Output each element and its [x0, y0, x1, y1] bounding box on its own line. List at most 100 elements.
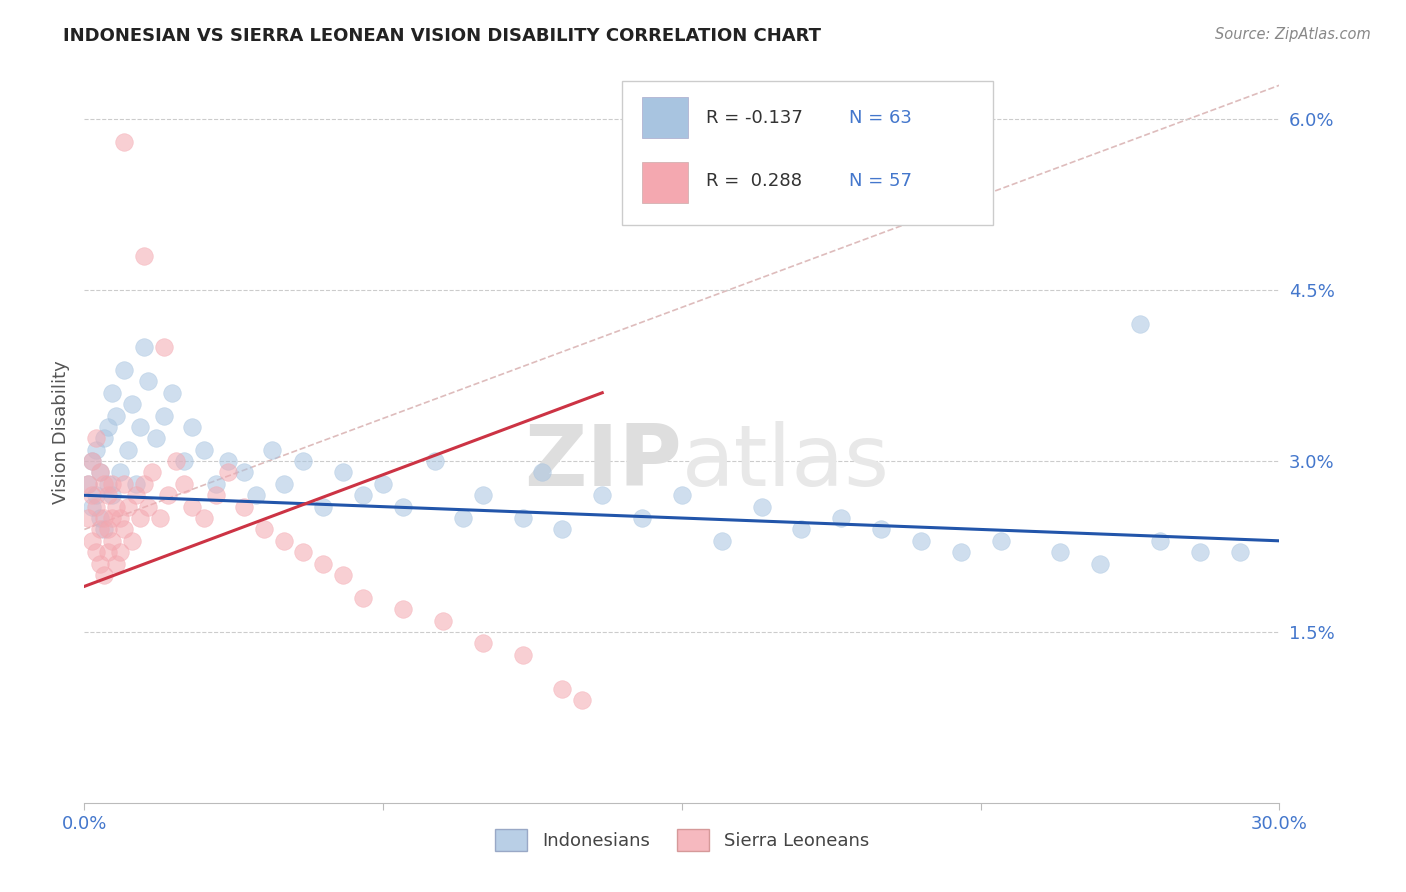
- Point: [121, 397, 143, 411]
- Point: [86, 488, 108, 502]
- Point: [332, 568, 354, 582]
- Point: [1129, 318, 1152, 332]
- Text: R = -0.137: R = -0.137: [706, 109, 803, 127]
- Point: [432, 614, 454, 628]
- Point: [93, 568, 115, 582]
- FancyBboxPatch shape: [643, 97, 688, 138]
- Point: [110, 545, 132, 559]
- Text: INDONESIAN VS SIERRA LEONEAN VISION DISABILITY CORRELATION CHART: INDONESIAN VS SIERRA LEONEAN VISION DISA…: [63, 27, 821, 45]
- FancyBboxPatch shape: [623, 81, 993, 226]
- Point: [790, 523, 813, 537]
- Point: [105, 557, 128, 571]
- Point: [1229, 545, 1251, 559]
- Point: [101, 476, 124, 491]
- Point: [93, 523, 115, 537]
- Point: [129, 511, 152, 525]
- Point: [392, 602, 415, 616]
- Point: [451, 511, 474, 525]
- Point: [112, 476, 135, 491]
- Point: [101, 511, 124, 525]
- Point: [125, 488, 148, 502]
- Point: [631, 511, 654, 525]
- Point: [949, 545, 972, 559]
- Point: [153, 409, 176, 423]
- Point: [82, 533, 104, 548]
- Point: [149, 511, 172, 525]
- Text: atlas: atlas: [682, 421, 890, 504]
- Point: [101, 533, 124, 548]
- Point: [77, 476, 100, 491]
- Y-axis label: Vision Disability: Vision Disability: [52, 360, 70, 505]
- Point: [110, 466, 132, 480]
- Point: [136, 375, 159, 389]
- Point: [93, 511, 115, 525]
- Point: [312, 557, 335, 571]
- FancyBboxPatch shape: [643, 162, 688, 203]
- Point: [132, 340, 156, 354]
- Point: [352, 488, 374, 502]
- Point: [571, 693, 593, 707]
- Point: [671, 488, 693, 502]
- Point: [292, 454, 315, 468]
- Point: [141, 466, 163, 480]
- Point: [205, 488, 228, 502]
- Point: [93, 431, 115, 445]
- Point: [97, 476, 120, 491]
- Point: [512, 511, 534, 525]
- Point: [232, 500, 254, 514]
- Point: [165, 454, 187, 468]
- Point: [181, 500, 204, 514]
- Text: N = 63: N = 63: [849, 109, 912, 127]
- Point: [392, 500, 415, 514]
- Point: [89, 557, 111, 571]
- Point: [136, 500, 159, 514]
- Point: [117, 442, 139, 457]
- Point: [352, 591, 374, 605]
- Point: [1049, 545, 1071, 559]
- Text: N = 57: N = 57: [849, 172, 912, 190]
- Point: [1149, 533, 1171, 548]
- Point: [217, 466, 239, 480]
- Point: [312, 500, 335, 514]
- Point: [830, 511, 852, 525]
- Point: [132, 249, 156, 263]
- Point: [273, 533, 295, 548]
- Point: [260, 442, 283, 457]
- Point: [910, 533, 932, 548]
- Point: [101, 385, 124, 400]
- Point: [153, 340, 176, 354]
- Point: [990, 533, 1012, 548]
- Point: [121, 533, 143, 548]
- Point: [82, 500, 104, 514]
- Point: [1090, 557, 1112, 571]
- Point: [86, 431, 108, 445]
- Point: [157, 488, 180, 502]
- Point: [591, 488, 613, 502]
- Point: [551, 523, 574, 537]
- Point: [373, 476, 395, 491]
- Point: [82, 488, 104, 502]
- Point: [89, 511, 111, 525]
- Point: [173, 476, 195, 491]
- Point: [193, 442, 215, 457]
- Text: R =  0.288: R = 0.288: [706, 172, 801, 190]
- Point: [205, 476, 228, 491]
- Point: [512, 648, 534, 662]
- Point: [551, 681, 574, 696]
- Point: [89, 523, 111, 537]
- Point: [710, 533, 733, 548]
- Text: Source: ZipAtlas.com: Source: ZipAtlas.com: [1215, 27, 1371, 42]
- Point: [332, 466, 354, 480]
- Point: [86, 545, 108, 559]
- Point: [89, 466, 111, 480]
- Point: [82, 454, 104, 468]
- Point: [86, 442, 108, 457]
- Point: [117, 500, 139, 514]
- Point: [93, 476, 115, 491]
- Point: [110, 511, 132, 525]
- Point: [97, 420, 120, 434]
- Point: [273, 476, 295, 491]
- Point: [471, 488, 494, 502]
- Point: [77, 476, 100, 491]
- Point: [112, 135, 135, 149]
